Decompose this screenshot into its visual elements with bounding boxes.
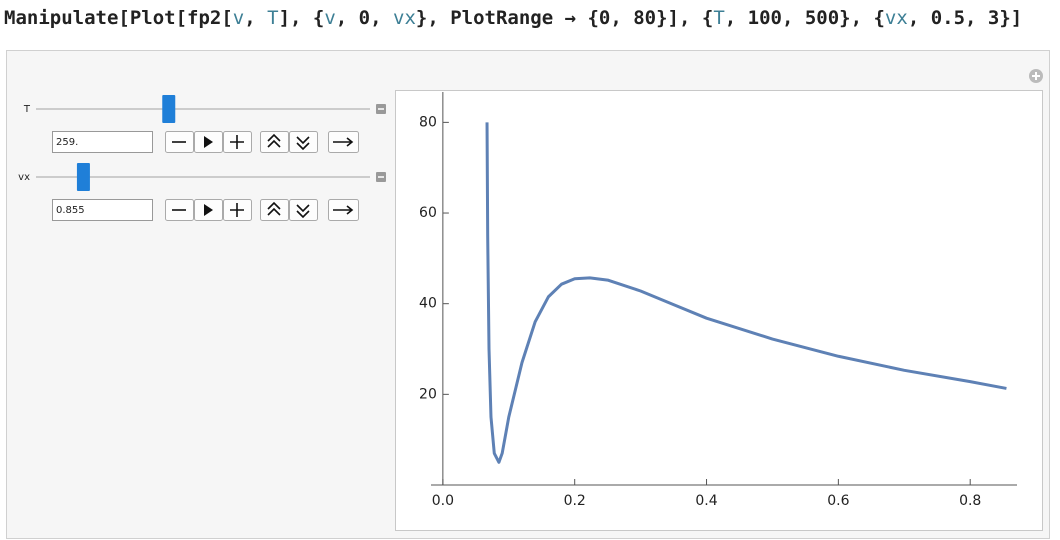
code-token: T [713, 7, 724, 29]
code-token: , 100, 500}, { [725, 7, 885, 29]
value-field-text: 0.855 [56, 205, 85, 216]
control-label: vx [18, 172, 30, 183]
code-token: , 0.5, 3}] [908, 7, 1022, 29]
play-icon [204, 136, 213, 148]
button-icon [230, 203, 244, 217]
button-icon [333, 205, 354, 215]
code-line: Manipulate[Plot[fp2[v, T], {v, 0, vx}, P… [4, 7, 1022, 29]
x-tick-label: 0.8 [959, 493, 981, 509]
value-field[interactable] [52, 131, 153, 153]
button-icon [296, 136, 310, 151]
code-token: Manipulate[Plot[fp2[ [4, 7, 233, 29]
x-tick-label: 0.6 [827, 493, 849, 509]
value-field[interactable] [52, 199, 153, 221]
value-field-text: 259. [56, 137, 78, 148]
code-token: v [233, 7, 244, 29]
code-token: vx [393, 7, 416, 29]
anim-button[interactable] [223, 131, 252, 153]
anim-button[interactable] [328, 131, 359, 153]
code-token: vx [885, 7, 908, 29]
control-label: T [23, 104, 31, 115]
anim-button[interactable] [289, 199, 318, 221]
anim-button[interactable] [328, 199, 359, 221]
code-token: T [267, 7, 278, 29]
x-tick-label: 0.0 [432, 493, 454, 509]
curve [485, 122, 1007, 464]
button-icon [333, 137, 354, 147]
anim-button[interactable] [260, 131, 289, 153]
anim-button[interactable] [194, 199, 223, 221]
button-icon [230, 135, 244, 149]
play-icon [204, 204, 213, 216]
anim-button[interactable] [165, 131, 194, 153]
anim-button[interactable] [289, 131, 318, 153]
y-tick-label: 20 [419, 386, 437, 402]
expand-button[interactable] [376, 104, 386, 114]
y-tick-label: 80 [419, 114, 437, 130]
slider-thumb[interactable] [162, 95, 176, 123]
anim-button[interactable] [165, 199, 194, 221]
button-icon [267, 201, 281, 216]
code-token: }, PlotRange → {0, 80}], { [416, 7, 713, 29]
x-tick-label: 0.2 [564, 493, 586, 509]
code-token: , [244, 7, 267, 29]
x-tick-label: 0.4 [695, 493, 717, 509]
y-tick-label: 60 [419, 205, 437, 221]
slider-thumb[interactable] [76, 163, 90, 191]
anim-button[interactable] [223, 199, 252, 221]
anim-button[interactable] [194, 131, 223, 153]
code-token: ], { [279, 7, 325, 29]
y-tick-label: 40 [419, 296, 437, 312]
button-icon [296, 204, 310, 219]
expand-button[interactable] [376, 172, 386, 182]
anim-button[interactable] [260, 199, 289, 221]
button-icon [267, 133, 281, 148]
code-token: v [324, 7, 335, 29]
add-icon[interactable] [1029, 69, 1043, 83]
plot-frame [395, 90, 1043, 531]
code-token: , 0, [336, 7, 393, 29]
